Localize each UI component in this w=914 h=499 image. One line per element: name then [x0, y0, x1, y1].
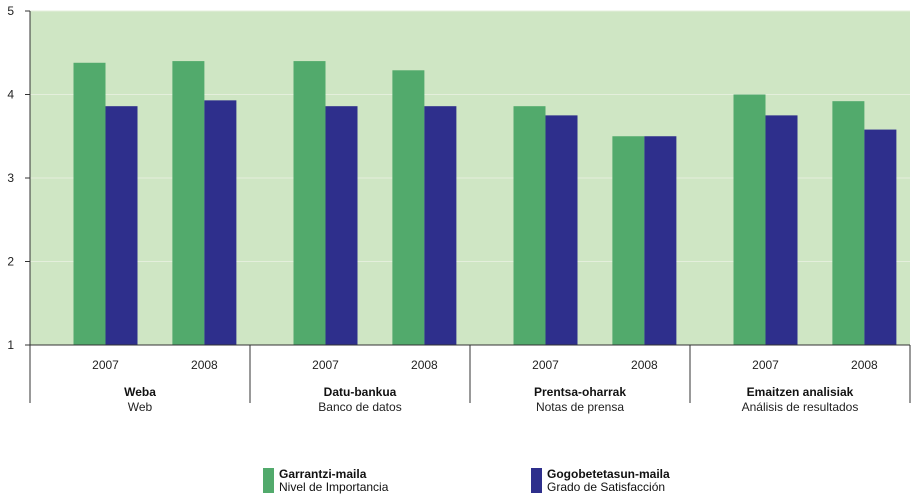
bar-satisfaccion — [864, 129, 897, 345]
group-label: Prentsa-oharrak — [534, 385, 626, 399]
x-tick-label: 2007 — [752, 358, 779, 372]
y-tick-label: 3 — [7, 171, 14, 185]
bar-satisfaccion — [765, 115, 798, 345]
bar-importancia — [172, 61, 205, 345]
legend-label-satisfaccion: Gogobetetasun-maila — [547, 467, 670, 481]
bars — [73, 61, 897, 346]
y-tick-label: 1 — [7, 338, 14, 352]
group-sublabel: Web — [128, 400, 153, 414]
bar-satisfaccion — [644, 136, 677, 345]
y-axis-ticks: 1 2 3 4 5 — [7, 4, 30, 352]
x-tick-label: 2007 — [92, 358, 119, 372]
legend-item-importancia: Garrantzi-maila Nivel de Importancia — [263, 468, 388, 494]
y-tick-label: 5 — [7, 4, 14, 18]
legend-sublabel-importancia: Nivel de Importancia — [279, 480, 389, 494]
bar-importancia — [733, 94, 766, 345]
legend-label-importancia: Garrantzi-maila — [279, 467, 367, 481]
bar-satisfaccion — [545, 115, 578, 345]
y-tick-label: 2 — [7, 255, 14, 269]
bar-satisfaccion — [105, 106, 138, 345]
group-sublabel: Notas de prensa — [536, 400, 624, 414]
group-sublabel: Banco de datos — [318, 400, 401, 414]
x-tick-label: 2008 — [411, 358, 438, 372]
legend-swatch-satisfaccion — [531, 468, 542, 493]
x-tick-label: 2008 — [631, 358, 658, 372]
bar-importancia — [392, 70, 425, 345]
legend-swatch-importancia — [263, 468, 274, 493]
bar-importancia — [513, 106, 546, 345]
group-sublabel: Análisis de resultados — [742, 400, 859, 414]
bar-importancia — [293, 61, 326, 345]
x-tick-label: 2007 — [312, 358, 339, 372]
legend-item-satisfaccion: Gogobetetasun-maila Grado de Satisfacció… — [531, 468, 670, 494]
x-tick-label: 2007 — [532, 358, 559, 372]
x-tick-label: 2008 — [191, 358, 218, 372]
bar-importancia — [612, 136, 645, 345]
group-label: Datu-bankua — [324, 385, 397, 399]
bar-importancia — [73, 62, 106, 346]
group-label: Weba — [124, 385, 156, 399]
y-tick-label: 4 — [7, 88, 14, 102]
bar-satisfaccion — [424, 106, 457, 345]
bar-satisfaccion — [204, 100, 237, 345]
x-tick-label: 2008 — [851, 358, 878, 372]
legend-sublabel-satisfaccion: Grado de Satisfacción — [547, 480, 666, 494]
bar-importancia — [832, 101, 865, 346]
group-label: Emaitzen analisiak — [747, 385, 854, 399]
bar-satisfaccion — [325, 106, 358, 345]
